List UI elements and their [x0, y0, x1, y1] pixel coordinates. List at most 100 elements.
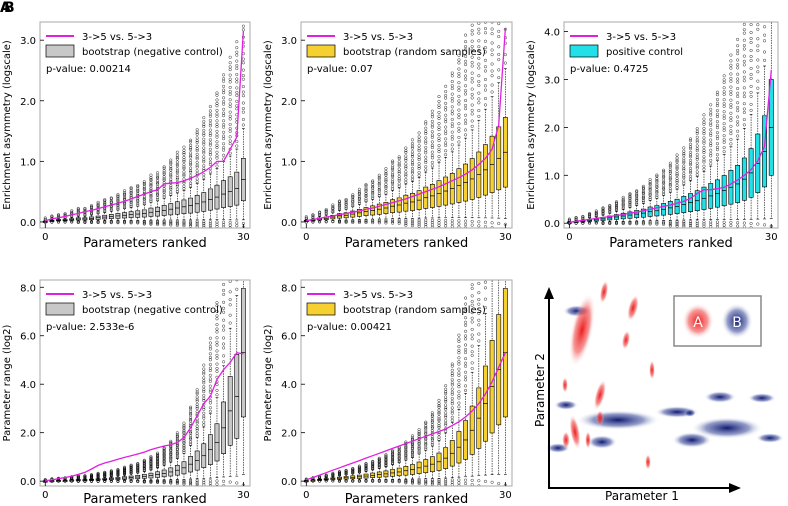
outlier-point	[364, 183, 368, 187]
outlier-point	[614, 205, 618, 209]
outlier-point	[430, 441, 434, 445]
outlier-point	[208, 406, 212, 410]
outlier-point	[162, 187, 166, 191]
outlier-point	[215, 150, 219, 154]
outlier-point	[123, 466, 127, 470]
outlier-point	[397, 446, 401, 450]
outlier-point	[189, 143, 193, 147]
outlier-point	[689, 174, 693, 178]
outlier-point	[722, 122, 726, 126]
outlier-point	[202, 175, 206, 179]
outlier-point	[689, 142, 693, 146]
outlier-point	[103, 210, 107, 214]
outlier-point	[763, 58, 767, 62]
outlier-point	[444, 407, 448, 411]
outlier-point	[742, 79, 746, 83]
outlier-point	[477, 22, 481, 25]
outlier-point	[464, 113, 468, 117]
blue-blob	[554, 400, 578, 410]
outlier-point	[749, 54, 753, 58]
outlier-point	[709, 152, 713, 156]
outlier-point	[635, 202, 639, 206]
outlier-point	[682, 149, 686, 153]
outlier-point	[450, 112, 454, 116]
outlier-point	[222, 354, 226, 358]
outlier-point	[162, 195, 166, 199]
outlier-point	[129, 187, 133, 191]
outlier-point	[189, 174, 193, 178]
outlier-point	[182, 145, 186, 149]
outlier-point	[156, 458, 160, 462]
outlier-point	[635, 220, 639, 224]
outlier-point	[689, 153, 693, 157]
outlier-point	[377, 456, 381, 460]
outlier-point	[96, 202, 100, 206]
outlier-point	[464, 74, 468, 78]
outlier-point	[169, 222, 173, 226]
outlier-point	[457, 81, 461, 85]
outlier-point	[464, 69, 468, 73]
outlier-point	[222, 91, 226, 95]
outlier-point	[215, 154, 219, 158]
outlier-point	[689, 169, 693, 173]
outlier-point	[655, 179, 659, 183]
outlier-point	[457, 401, 461, 405]
box-p2-9	[363, 183, 369, 225]
outlier-point	[149, 184, 153, 188]
outlier-point	[470, 112, 474, 116]
outlier-point	[464, 357, 468, 361]
outlier-point	[377, 194, 381, 198]
outlier-point	[182, 445, 186, 449]
box-p2-30	[502, 27, 508, 226]
outlier-point	[437, 435, 441, 439]
blue-blob	[684, 409, 696, 417]
outlier-point	[682, 225, 686, 228]
outlier-point	[484, 8, 487, 11]
outlier-point	[470, 367, 474, 371]
box-p2-25	[469, 23, 475, 227]
box-p1-10	[108, 196, 114, 225]
outlier-point	[648, 193, 652, 197]
outlier-point	[491, 11, 494, 14]
outlier-point	[417, 479, 421, 483]
outlier-point	[635, 192, 639, 196]
red-blob	[649, 360, 655, 380]
outlier-point	[371, 188, 375, 192]
outlier-point	[662, 174, 666, 178]
outlier-point	[397, 220, 401, 224]
box-p5-6	[343, 468, 349, 483]
outlier-point	[483, 31, 487, 35]
outlier-point	[136, 480, 140, 484]
outlier-point	[182, 450, 186, 454]
outlier-point	[635, 189, 639, 193]
outlier-point	[742, 38, 746, 42]
legend-box-swatch	[45, 302, 75, 316]
box-p4-27	[221, 282, 226, 486]
outlier-point	[655, 222, 659, 226]
schematic-legend-b: B	[732, 315, 742, 331]
outlier-point	[208, 114, 212, 118]
outlier-point	[156, 192, 160, 196]
box-p2-7	[350, 193, 356, 224]
outlier-point	[695, 224, 699, 228]
outlier-point	[83, 206, 87, 210]
outlier-point	[90, 221, 94, 225]
box-p5-0	[303, 477, 309, 483]
outlier-point	[417, 480, 421, 484]
outlier-point	[142, 459, 146, 463]
outlier-point	[742, 102, 746, 106]
outlier-point	[709, 107, 713, 111]
series-line-p4	[45, 351, 244, 482]
outlier-point	[241, 28, 245, 32]
outlier-point	[424, 136, 428, 140]
outlier-point	[648, 178, 652, 182]
outlier-point	[202, 381, 206, 385]
outlier-point	[729, 85, 733, 89]
xlabel-p2: Parameters ranked	[345, 236, 468, 251]
outlier-point	[756, 65, 760, 69]
outlier-point	[235, 86, 239, 90]
outlier-point	[417, 140, 421, 144]
outlier-point	[464, 48, 468, 52]
